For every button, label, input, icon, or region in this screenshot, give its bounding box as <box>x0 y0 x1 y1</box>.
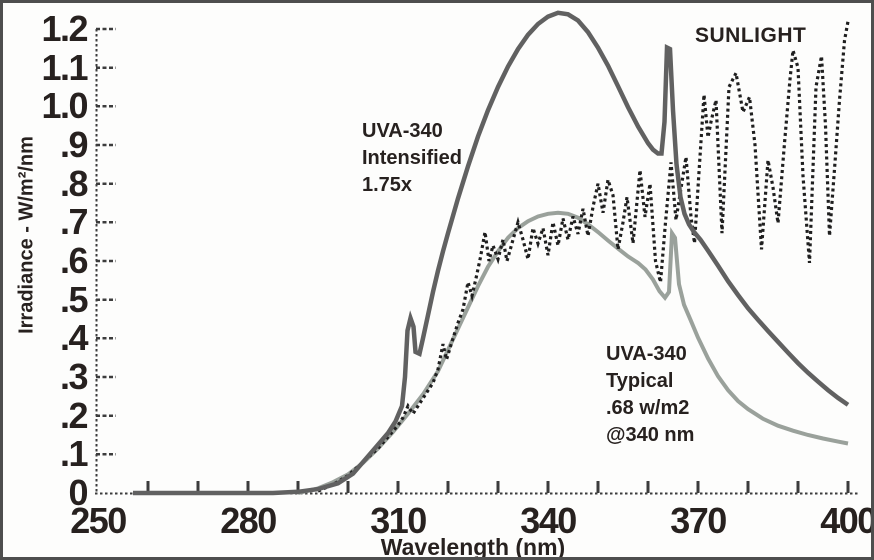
y-tick-label: .6 <box>59 240 89 281</box>
y-tick-label: 1.0 <box>41 85 88 127</box>
y-tick-label: .5 <box>59 278 89 320</box>
sunlight-label: SUNLIGHT <box>695 24 807 47</box>
x-ticks <box>146 481 850 493</box>
y-tick-label: 1.2 <box>41 8 88 49</box>
uva340-intensified-label: UVA-340 Intensified 1.75x <box>362 120 463 196</box>
x-tick-label: 280 <box>220 500 277 541</box>
x-tick-label: 400 <box>820 500 874 541</box>
x-tick-label: 340 <box>520 500 577 541</box>
y-tick-label: .7 <box>59 201 89 243</box>
y-tick-label: .2 <box>59 394 89 436</box>
x-tick-label: 370 <box>670 500 727 541</box>
x-tick-label: 310 <box>370 500 427 541</box>
x-tick-label: 250 <box>70 500 127 541</box>
y-tick-label: 0 <box>68 472 88 513</box>
uva340-intensified-curve <box>133 10 850 496</box>
y-ticks <box>96 27 116 456</box>
y-tick-label: .1 <box>59 433 89 475</box>
y-tick-label: .8 <box>59 162 89 204</box>
y-tick-label: .9 <box>59 124 89 165</box>
y-tick-label: .3 <box>59 356 89 397</box>
uva340-typical-label: UVA-340 Typical .68 w/m2 @340 nm <box>606 343 695 446</box>
y-tick-label: .4 <box>59 317 89 359</box>
x-axis-title: Wavelength (nm) <box>380 534 566 560</box>
sunlight-curve <box>317 21 850 493</box>
y-tick-label: 1.1 <box>41 46 88 88</box>
uva340-typical-curve <box>297 210 849 495</box>
